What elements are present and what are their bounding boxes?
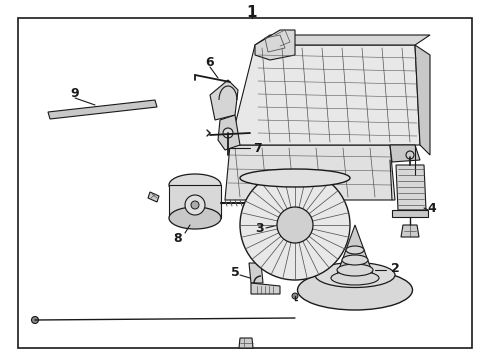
Text: 6: 6 <box>206 55 214 68</box>
Ellipse shape <box>315 262 395 288</box>
Ellipse shape <box>346 246 364 254</box>
Polygon shape <box>210 80 238 120</box>
Ellipse shape <box>240 169 350 187</box>
Circle shape <box>31 316 39 324</box>
Circle shape <box>223 128 233 138</box>
Ellipse shape <box>169 207 221 229</box>
Polygon shape <box>390 145 420 162</box>
Text: 9: 9 <box>71 86 79 99</box>
Polygon shape <box>401 225 419 237</box>
Circle shape <box>290 183 300 193</box>
Ellipse shape <box>342 255 368 265</box>
Polygon shape <box>396 165 426 210</box>
Circle shape <box>240 170 350 280</box>
Text: 5: 5 <box>231 266 240 279</box>
Polygon shape <box>335 225 375 280</box>
Text: 8: 8 <box>173 231 182 244</box>
Circle shape <box>277 207 313 243</box>
Text: 2: 2 <box>391 261 399 274</box>
Circle shape <box>185 195 205 215</box>
Polygon shape <box>251 283 280 294</box>
Text: 1: 1 <box>247 5 257 19</box>
Polygon shape <box>169 185 221 218</box>
Ellipse shape <box>331 271 379 285</box>
Polygon shape <box>230 45 420 145</box>
Circle shape <box>191 201 199 209</box>
Polygon shape <box>249 263 263 283</box>
Polygon shape <box>415 45 430 155</box>
Polygon shape <box>239 338 253 348</box>
Polygon shape <box>48 100 157 119</box>
Ellipse shape <box>337 264 373 276</box>
Text: 3: 3 <box>256 221 264 234</box>
Polygon shape <box>287 211 303 229</box>
Text: 7: 7 <box>254 141 262 154</box>
Polygon shape <box>255 35 430 45</box>
Polygon shape <box>218 115 240 150</box>
Ellipse shape <box>169 174 221 196</box>
Circle shape <box>292 293 298 299</box>
Polygon shape <box>392 210 428 217</box>
Polygon shape <box>255 30 295 60</box>
Polygon shape <box>148 192 159 202</box>
Circle shape <box>406 151 414 159</box>
Text: 4: 4 <box>428 202 437 215</box>
Polygon shape <box>225 145 395 200</box>
Ellipse shape <box>297 270 413 310</box>
